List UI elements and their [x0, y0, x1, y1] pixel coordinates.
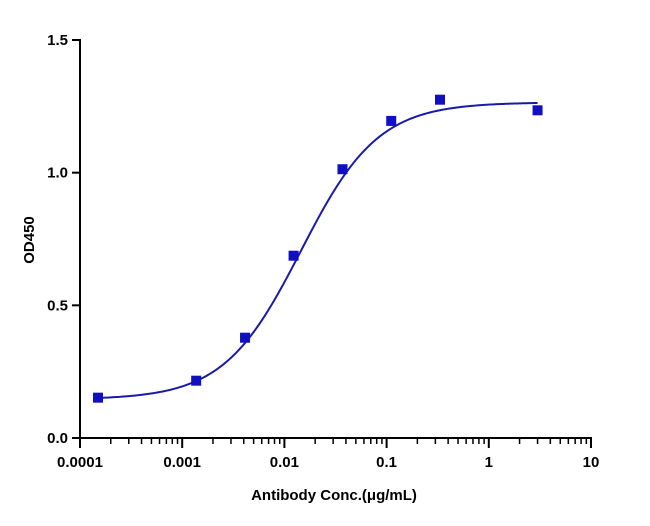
x-tick-label: 10 — [583, 454, 600, 471]
y-tick-label: 1.5 — [47, 32, 68, 49]
x-ticks: 0.0001 0.001 0.01 0.1 1 10 — [57, 438, 599, 471]
data-point — [288, 250, 299, 261]
axes: 0.0001 0.001 0.01 0.1 1 10 0.0 0.5 1.0 1.5 — [47, 32, 599, 471]
y-ticks: 0.0 0.5 1.0 1.5 — [47, 32, 80, 447]
fit-curve — [97, 102, 538, 399]
x-tick-label: 0.1 — [376, 454, 397, 471]
x-tick-label: 0.01 — [270, 454, 299, 471]
y-tick-label: 0.0 — [47, 430, 68, 447]
y-tick-label: 0.5 — [47, 297, 68, 314]
plot-area — [92, 94, 543, 403]
data-point — [92, 392, 103, 403]
data-point — [240, 332, 251, 343]
x-tick-label: 0.0001 — [57, 454, 103, 471]
data-point — [434, 94, 445, 105]
data-point — [337, 164, 348, 175]
data-point — [532, 105, 543, 116]
x-axis-label: Antibody Conc.(μg/mL) — [251, 487, 417, 504]
x-tick-label: 0.001 — [163, 454, 201, 471]
y-tick-label: 1.0 — [47, 165, 68, 182]
data-point — [191, 375, 202, 386]
data-point — [386, 115, 397, 126]
y-axis-label: OD450 — [21, 216, 38, 264]
x-tick-label: 1 — [485, 454, 493, 471]
